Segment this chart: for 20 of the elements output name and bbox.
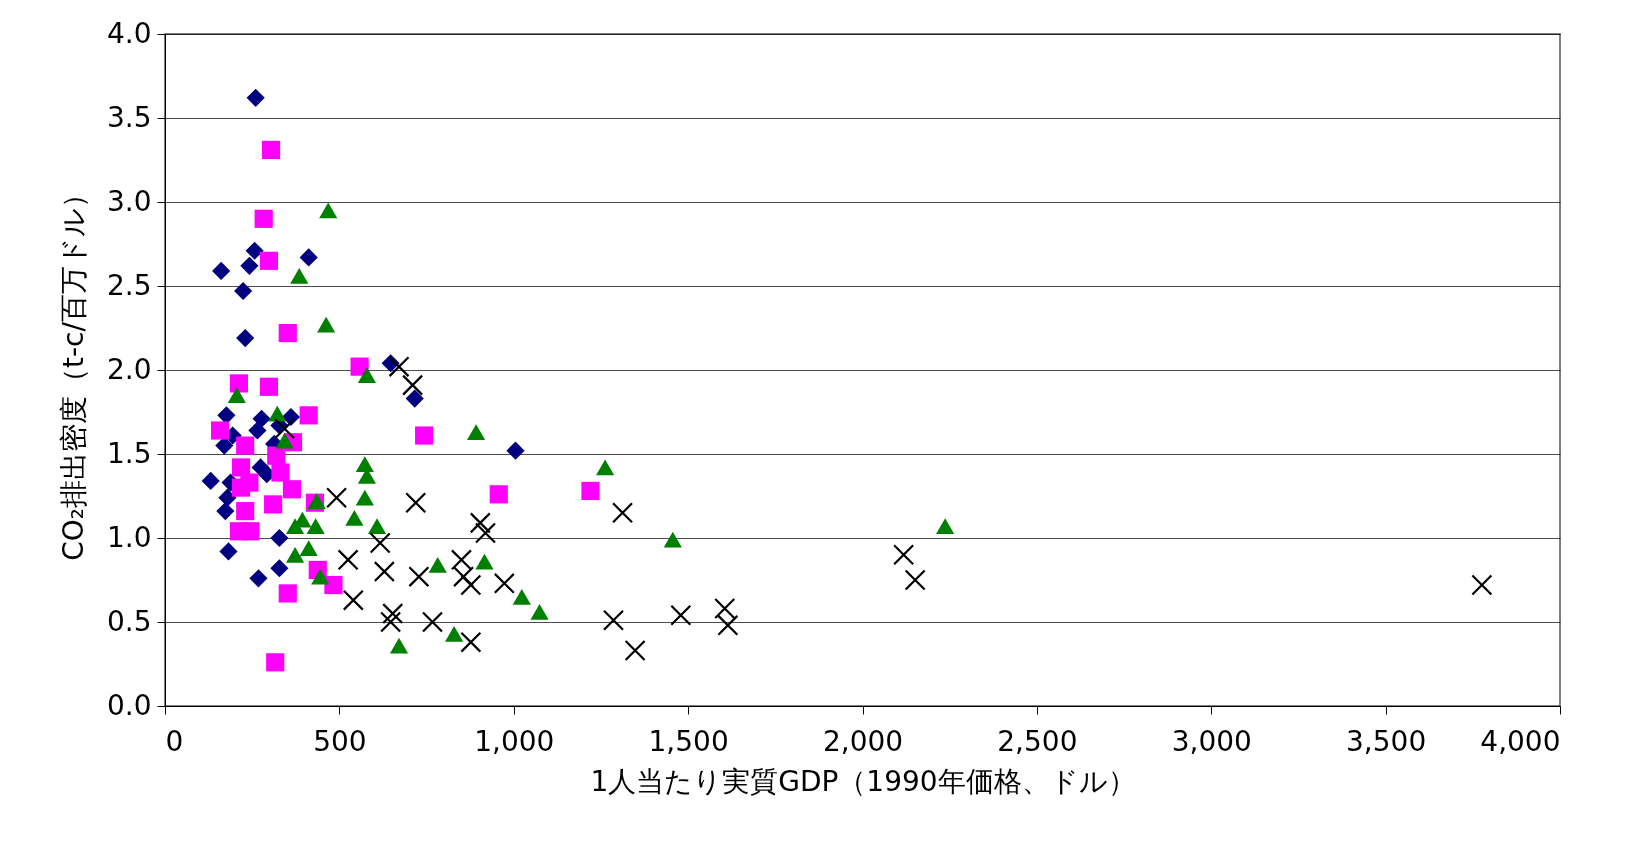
x-tick-label: 3,000 [1171,724,1252,758]
y-tick-label: 0.5 [106,604,152,638]
x-axis-title: 1人当たり実質GDP（1990年価格、ドル） [590,764,1136,798]
y-tick-label: 4.0 [106,16,152,50]
y-tick-label: 2.5 [106,268,152,302]
x-tick-label: 2,500 [997,724,1078,758]
y-tick-label: 1.0 [106,520,152,554]
y-axis-title: CO₂排出密度（t-c/百万ドル） [56,180,90,561]
y-tick-label: 3.0 [106,184,152,218]
y-tick-label: 0.0 [106,688,152,722]
x-tick-label: 4,000 [1480,724,1561,758]
x-tick-label: 0 [165,724,184,758]
x-tick-label: 2,000 [822,724,904,758]
x-tick-label: 1,500 [648,724,729,758]
x-tick-label: 500 [313,724,367,758]
x-tick-label: 3,500 [1346,724,1427,758]
y-tick-label: 2.0 [106,352,152,386]
y-tick-label: 3.5 [106,100,152,134]
x-tick-label: 1,000 [474,724,555,758]
y-tick-label: 1.5 [106,436,152,470]
